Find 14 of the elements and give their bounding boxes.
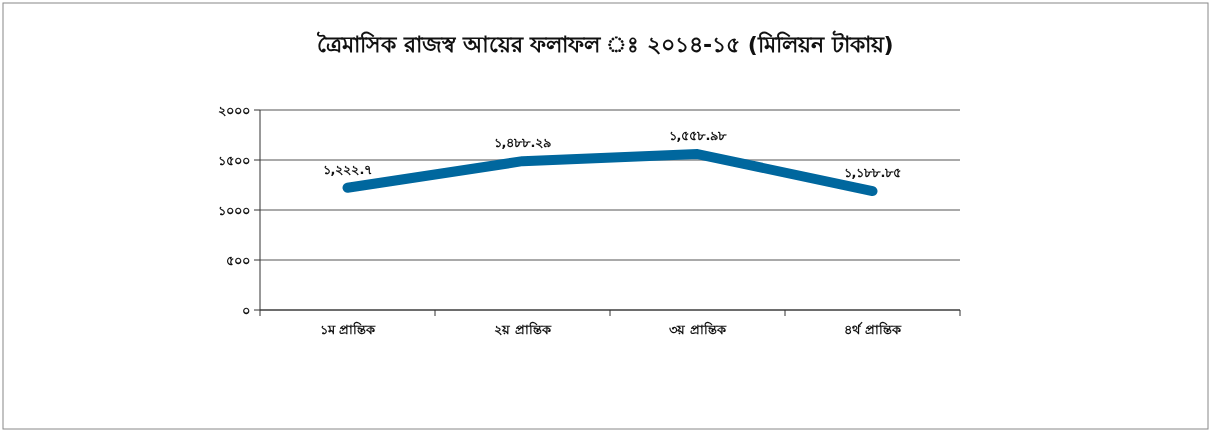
data-label: ১,২২২.৭ [322, 161, 373, 177]
x-tick-label: ১ম প্রান্তিক [319, 321, 377, 337]
x-tick-label: ২য় প্রান্তিক [494, 321, 552, 337]
y-tick-label: ২০০০ [218, 103, 250, 118]
data-label: ১,১৮৮.৮৫ [843, 165, 902, 181]
data-label: ১,৫৫৮.৯৮ [668, 128, 728, 144]
data-label: ১,৪৮৮.২৯ [493, 135, 552, 151]
x-tick-label: ৩য় প্রান্তিক [669, 321, 727, 337]
y-tick-label: ১৫০০ [218, 153, 250, 168]
x-tick-label: ৪র্থ প্রান্তিক [844, 321, 902, 337]
y-tick-label: ১০০০ [218, 203, 250, 218]
chart-title: ত্রৈমাসিক রাজস্ব আয়ের ফলাফল ঃ ২০১৪-১৫ (মিলিয়ন টাকায়) [316, 30, 894, 57]
y-tick-label: ৫০০ [226, 253, 250, 268]
y-tick-label: ০ [242, 303, 250, 318]
